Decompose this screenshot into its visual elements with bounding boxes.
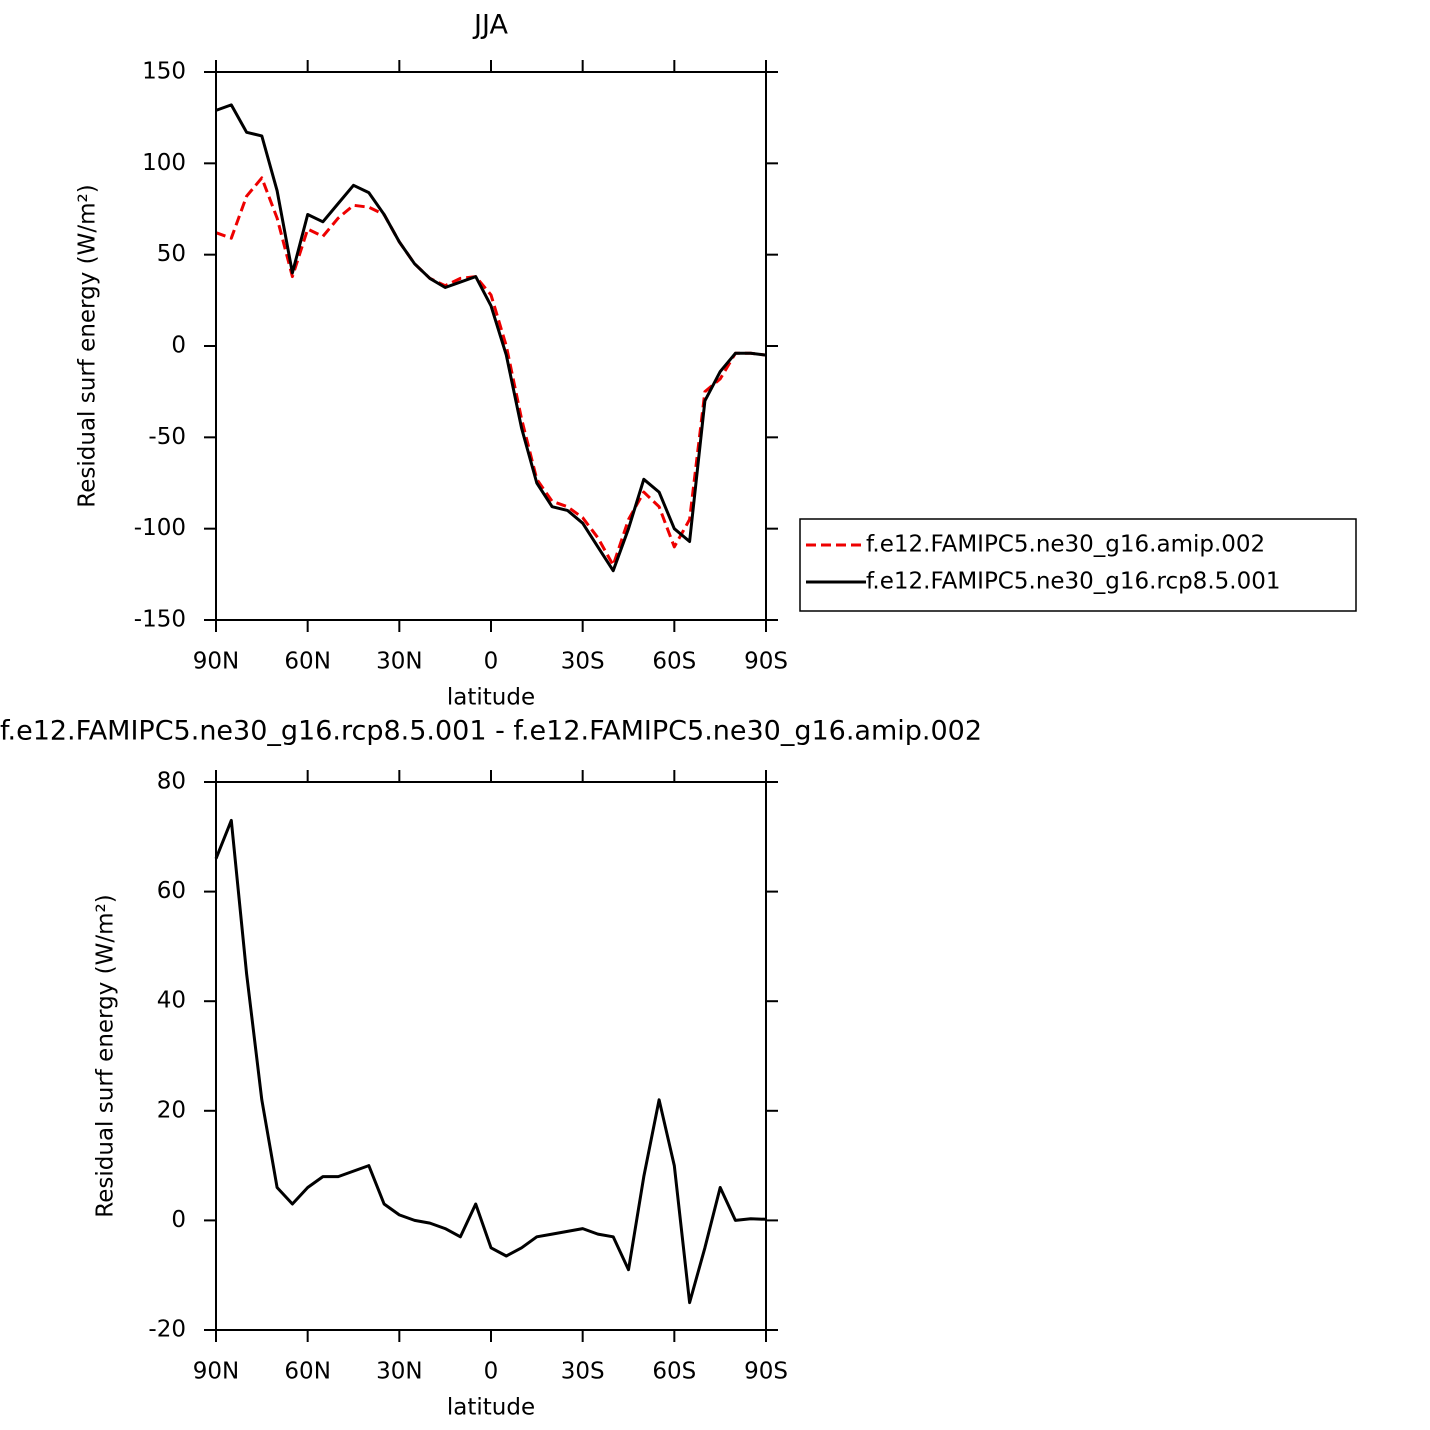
y-axis-label: Residual surf energy (W/m²) xyxy=(93,894,119,1217)
data-line xyxy=(215,176,767,567)
x-tick-label: 30N xyxy=(376,649,422,675)
plot-frame xyxy=(215,71,767,621)
chart-title: JJA xyxy=(472,10,508,41)
y-tick-label: 60 xyxy=(157,878,186,904)
chart-title: f.e12.FAMIPC5.ne30_g16.rcp8.5.001 - f.e1… xyxy=(0,716,982,747)
y-tick-label: -20 xyxy=(148,1317,186,1343)
y-tick-label: 20 xyxy=(157,1097,186,1123)
x-tick-label: 90S xyxy=(744,649,788,675)
x-tick-label: 90S xyxy=(744,1359,788,1385)
x-tick-label: 60S xyxy=(652,649,696,675)
x-tick-label: 0 xyxy=(484,649,499,675)
y-tick-label: 50 xyxy=(157,241,186,267)
plot-frame xyxy=(215,781,767,1331)
y-tick-label: -150 xyxy=(134,607,186,633)
x-tick-label: 0 xyxy=(484,1359,499,1385)
x-axis-label: latitude xyxy=(447,685,535,711)
data-line xyxy=(215,103,767,573)
x-tick-label: 30N xyxy=(376,1359,422,1385)
y-tick-label: 150 xyxy=(142,59,186,85)
x-tick-label: 90N xyxy=(193,1359,239,1385)
y-axis-label: Residual surf energy (W/m²) xyxy=(75,184,101,507)
x-tick-label: 60S xyxy=(652,1359,696,1385)
y-tick-label: 100 xyxy=(142,150,186,176)
x-tick-label: 60N xyxy=(284,1359,330,1385)
legend-label: f.e12.FAMIPC5.ne30_g16.amip.002 xyxy=(866,532,1265,558)
y-tick-label: -100 xyxy=(134,515,186,541)
legend-box xyxy=(799,518,1357,612)
x-tick-label: 60N xyxy=(284,649,330,675)
y-tick-label: 80 xyxy=(157,769,186,795)
x-axis-label: latitude xyxy=(447,1395,535,1421)
x-tick-label: 30S xyxy=(561,1359,605,1385)
y-tick-label: 0 xyxy=(171,333,186,359)
y-tick-label: -50 xyxy=(148,424,186,450)
y-tick-label: 0 xyxy=(171,1207,186,1233)
x-tick-label: 30S xyxy=(561,649,605,675)
y-tick-label: 40 xyxy=(157,988,186,1014)
x-tick-label: 90N xyxy=(193,649,239,675)
legend-label: f.e12.FAMIPC5.ne30_g16.rcp8.5.001 xyxy=(866,569,1280,595)
data-line xyxy=(214,818,767,1305)
